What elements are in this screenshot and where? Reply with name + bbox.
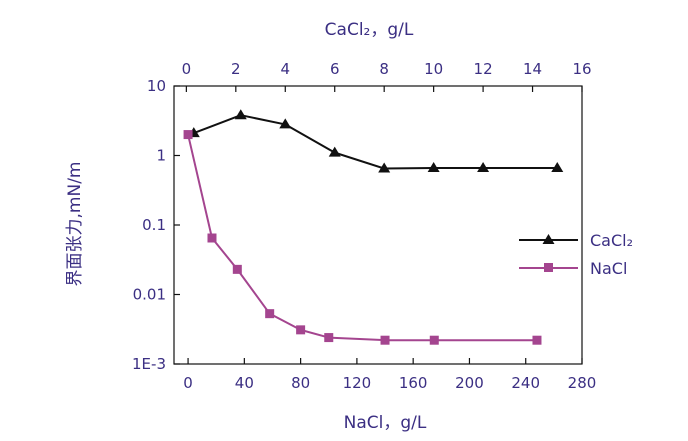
bottom-tick-label: 40 (235, 374, 254, 392)
bottom-tick-label: 120 (343, 374, 372, 392)
top-axis-title: CaCl₂，g/L (325, 20, 414, 40)
series-line (193, 114, 558, 170)
bottom-tick-label: 240 (511, 374, 540, 392)
data-point-square (380, 335, 390, 345)
data-point-square (183, 130, 193, 140)
plot-frame (173, 85, 583, 365)
top-tick-label: 6 (330, 60, 340, 78)
bottom-tick-label: 280 (568, 374, 597, 392)
bottom-tick-label: 0 (183, 374, 193, 392)
data-point-triangle (279, 118, 292, 129)
bottom-tick-label: 200 (455, 374, 484, 392)
data-point-triangle (378, 162, 391, 173)
top-tick-label: 4 (280, 60, 290, 78)
top-x-axis-ticks: 0 2 4 6 8 10 12 14 16 (182, 60, 592, 92)
data-point-triangle (551, 162, 564, 173)
top-tick-label: 14 (523, 60, 542, 78)
data-point-triangle (328, 146, 341, 157)
data-point-square (532, 335, 542, 345)
data-point-square (265, 309, 275, 319)
bottom-tick-label: 80 (291, 374, 310, 392)
top-tick-label: 16 (572, 60, 591, 78)
data-point-square (207, 233, 217, 243)
y-tick-label: 0.01 (133, 286, 166, 304)
data-point-triangle (477, 162, 490, 173)
data-point-square (232, 264, 242, 274)
data-point-triangle (234, 109, 247, 120)
top-tick-label: 0 (182, 60, 192, 78)
bottom-x-axis-ticks: 0 40 80 120 160 200 240 280 (183, 358, 596, 392)
legend-label-cacl2: CaCl₂ (590, 231, 633, 250)
y-axis-title: 界面张力,mN/m (65, 162, 85, 287)
y-tick-label: 1E-3 (132, 355, 166, 373)
data-point-square (296, 325, 306, 335)
y-axis-ticks: 1E-3 0.01 0.1 1 10 (132, 77, 180, 373)
data-point-square (324, 333, 334, 343)
top-tick-label: 10 (424, 60, 443, 78)
series-layer (183, 109, 564, 345)
bottom-tick-label: 160 (399, 374, 428, 392)
legend-label-nacl: NaCl (590, 259, 627, 278)
data-point-square (429, 335, 439, 345)
data-point-triangle (427, 162, 440, 173)
legend-square-marker (544, 263, 553, 272)
y-tick-label: 1 (156, 147, 166, 165)
top-tick-label: 8 (379, 60, 389, 78)
legend-triangle-marker (542, 234, 555, 244)
top-tick-label: 2 (231, 60, 241, 78)
y-tick-label: 10 (147, 77, 166, 95)
bottom-axis-title: NaCl，g/L (344, 413, 427, 433)
y-tick-label: 0.1 (142, 216, 166, 234)
legend: CaCl₂ NaCl (519, 231, 633, 278)
top-tick-label: 12 (474, 60, 493, 78)
